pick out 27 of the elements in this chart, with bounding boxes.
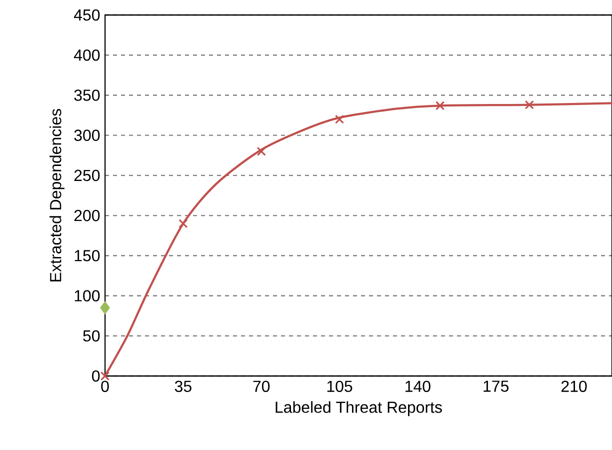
y-axis-title: Extracted Dependencies <box>50 108 64 282</box>
point <box>334 114 344 124</box>
y-tick-label: 150 <box>74 250 100 262</box>
x-tick-label: 70 <box>253 380 270 392</box>
y-tick-label: 0 <box>92 370 100 382</box>
y-tick-label: 300 <box>74 130 100 141</box>
point <box>100 371 110 381</box>
x-axis-title: Labeled Threat Reports <box>276 401 442 416</box>
x-tick-label: 35 <box>174 380 192 392</box>
y-tick-label: 400 <box>74 49 100 61</box>
y-tick-label: 50 <box>83 330 100 342</box>
point <box>256 146 266 156</box>
point <box>435 101 445 110</box>
point <box>178 219 188 228</box>
point <box>100 302 110 314</box>
line-series <box>104 102 612 378</box>
x-tick-label: 0 <box>101 380 109 392</box>
y-tick-label: 250 <box>74 170 100 182</box>
x-tick-label: 210 <box>561 380 587 392</box>
x-tick-label: 175 <box>484 380 509 392</box>
point <box>524 100 534 110</box>
y-tick-label: 200 <box>74 210 100 222</box>
x-tick-label: 105 <box>327 380 352 392</box>
y-tick-label: 100 <box>74 290 100 302</box>
y-tick-label: 450 <box>74 9 100 21</box>
y-tick-label: 350 <box>74 90 100 101</box>
x-tick-label: 140 <box>406 380 430 392</box>
